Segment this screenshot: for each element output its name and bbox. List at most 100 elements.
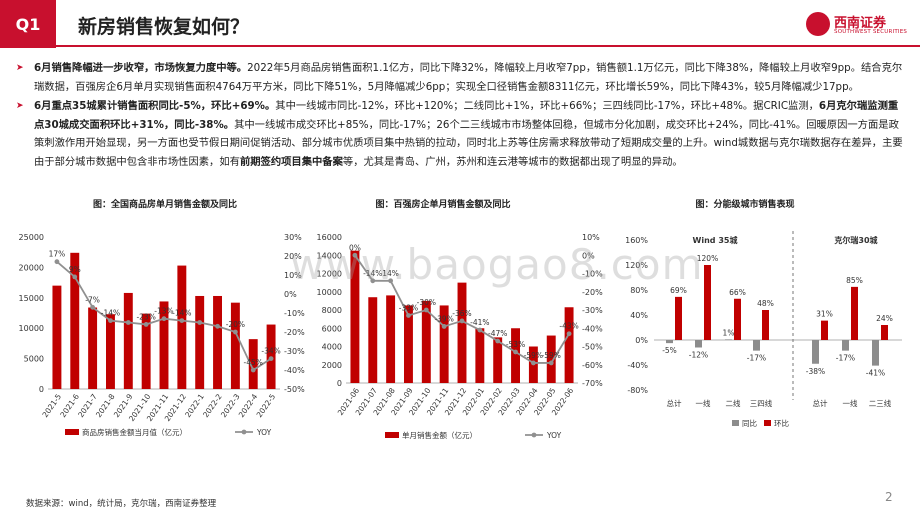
yoy-data-label: -5% (662, 346, 677, 355)
para2-lead-b: 6月克尔瑞监测重点30城成交面积环比+31%，同比-38%。 (34, 100, 899, 131)
y-tick-label: 80% (630, 286, 648, 295)
bar-yoy (725, 339, 732, 340)
yoy-data-label: -59% (524, 351, 543, 360)
yoy-data-label: -53% (506, 340, 525, 349)
y-left-tick-label: 2000 (322, 361, 342, 370)
chart-national-sales: 0 5000 10000 15000 20000 25000 -50% -40% -30% -20… (19, 233, 306, 437)
y-left-tick-label: 5000 (24, 355, 44, 364)
yoy-data-label: -14% (172, 309, 191, 318)
para1-lead: 6月销售降幅进一步收窄，市场恢复力度中等。 (34, 62, 248, 74)
logo-mark-icon (806, 12, 830, 36)
yoy-point (125, 320, 131, 325)
yoy-point (459, 318, 465, 324)
paragraph-text: 6月销售降幅进一步收窄，市场恢复力度中等。2022年5月商品房销售面积1.1亿方… (34, 59, 906, 96)
mom-data-label: 120% (697, 254, 718, 263)
yoy-data-label: 1% (723, 328, 735, 337)
bar (123, 292, 133, 389)
bar (106, 314, 115, 389)
legend-bar-label: 单月销售金额（亿元） (402, 430, 477, 440)
bar (564, 307, 574, 383)
yoy-data-label: -7% (85, 295, 100, 304)
yoy-data-label: -43% (559, 322, 578, 331)
yoy-point (179, 318, 185, 323)
chart2-title: 图：百强房企单月销售金额及同比 (375, 200, 511, 210)
yoy-data-label: -12% (689, 351, 708, 360)
y-right-tick-label: 0% (582, 251, 595, 260)
legend-line-marker (531, 432, 537, 438)
x-tick-label: 总计 (667, 398, 682, 408)
y-left-tick-label: 10000 (19, 324, 44, 333)
x-tick-label: 一线 (843, 398, 858, 408)
yoy-data-label: -45% (244, 358, 263, 367)
y-right-tick-label: -30% (284, 347, 305, 356)
yoy-point (250, 367, 256, 373)
mom-data-label: 66% (729, 288, 746, 297)
y-left-tick-label: 6000 (322, 324, 342, 333)
chart1-title: 图：全国商品房单月销售金额及同比 (92, 200, 237, 210)
yoy-data-label: -14% (363, 269, 382, 278)
yoy-data-label: -30% (417, 298, 436, 307)
yoy-point (495, 338, 501, 344)
y-right-tick-label: 30% (284, 233, 302, 242)
bar-mom (762, 310, 769, 340)
paragraph-1: ➤ 6月销售降幅进一步收窄，市场恢复力度中等。2022年5月商品房销售面积1.1… (16, 59, 906, 96)
y-left-tick-label: 15000 (19, 294, 44, 303)
yoy-data-label: -13% (154, 307, 173, 316)
yoy-data-label: -17% (836, 354, 855, 363)
paragraph-text: 6月重点35城累计销售面积同比-5%，环比+69%。其中一线城市同比-12%，环… (34, 97, 906, 171)
y-left-tick-label: 10000 (317, 288, 342, 297)
bar-yoy (666, 340, 673, 344)
yoy-data-label: -36% (452, 309, 471, 318)
bar (70, 252, 80, 389)
chart-top100-sales: 0 2000 4000 6000 8000 10000 12000 14000 16000 -70… (317, 233, 604, 440)
para2-lead: 6月重点35城累计销售面积同比-5%，环比+69%。 (34, 100, 276, 112)
yoy-point (370, 278, 376, 284)
bullet-arrow-icon: ➤ (16, 101, 24, 111)
x-tick-label: 总计 (813, 398, 828, 408)
bar (386, 295, 396, 383)
yoy-point (90, 304, 96, 310)
bar (213, 295, 222, 389)
y-tick-label: -40% (627, 361, 648, 370)
chart-city-tier: -80% -40% 0% 40% 80% 120% 160% Wind 35城 -5% 69% 总计… (625, 231, 902, 428)
legend-line-label: YOY (546, 431, 562, 440)
y-right-tick-label: -30% (582, 306, 603, 315)
yoy-data-label: 9% (69, 265, 81, 274)
company-logo: 西南证券 SOUTHWEST SECURITIES (806, 12, 914, 38)
data-source-note: 数据来源：wind，统计局，克尔瑞，西南证券整理 (26, 499, 217, 509)
yoy-data-label: -20% (226, 320, 245, 329)
yoy-data-label: -33% (399, 303, 418, 312)
y-right-tick-label: -50% (284, 385, 305, 394)
yoy-point (566, 331, 572, 337)
bar-mom (704, 265, 711, 340)
y-tick-label: 160% (625, 236, 648, 245)
y-right-tick-label: -40% (284, 366, 305, 375)
y-right-tick-label: 10% (284, 271, 302, 280)
y-left-tick-label: 14000 (317, 251, 342, 260)
bar (177, 265, 187, 389)
yoy-point (197, 320, 203, 325)
yoy-data-label: -59% (542, 351, 561, 360)
paragraph-2: ➤ 6月重点35城累计销售面积同比-5%，环比+69%。其中一线城市同比-12%… (16, 97, 906, 171)
bar-yoy (753, 340, 760, 351)
mom-data-label: 48% (757, 299, 774, 308)
section-tab: Q1 (0, 0, 56, 48)
yoy-data-label: -47% (488, 329, 507, 338)
y-left-tick-label: 0 (39, 385, 44, 394)
y-tick-label: 40% (630, 311, 648, 320)
legend-yoy-swatch (732, 420, 739, 426)
yoy-point (108, 318, 113, 323)
bar (368, 297, 378, 383)
mom-data-label: 31% (816, 310, 833, 319)
bar (475, 328, 485, 383)
y-left-tick-label: 16000 (317, 233, 342, 242)
y-right-tick-label: -40% (582, 324, 603, 333)
legend-bar-swatch (65, 429, 79, 435)
y-left-tick-label: 8000 (322, 306, 342, 315)
y-right-tick-label: -70% (582, 379, 603, 388)
yoy-point (352, 252, 358, 258)
yoy-data-label: -41% (470, 318, 489, 327)
x-tick-label: 三四线 (750, 398, 773, 408)
yoy-point (406, 313, 411, 318)
yoy-data-label: -34% (261, 347, 280, 356)
